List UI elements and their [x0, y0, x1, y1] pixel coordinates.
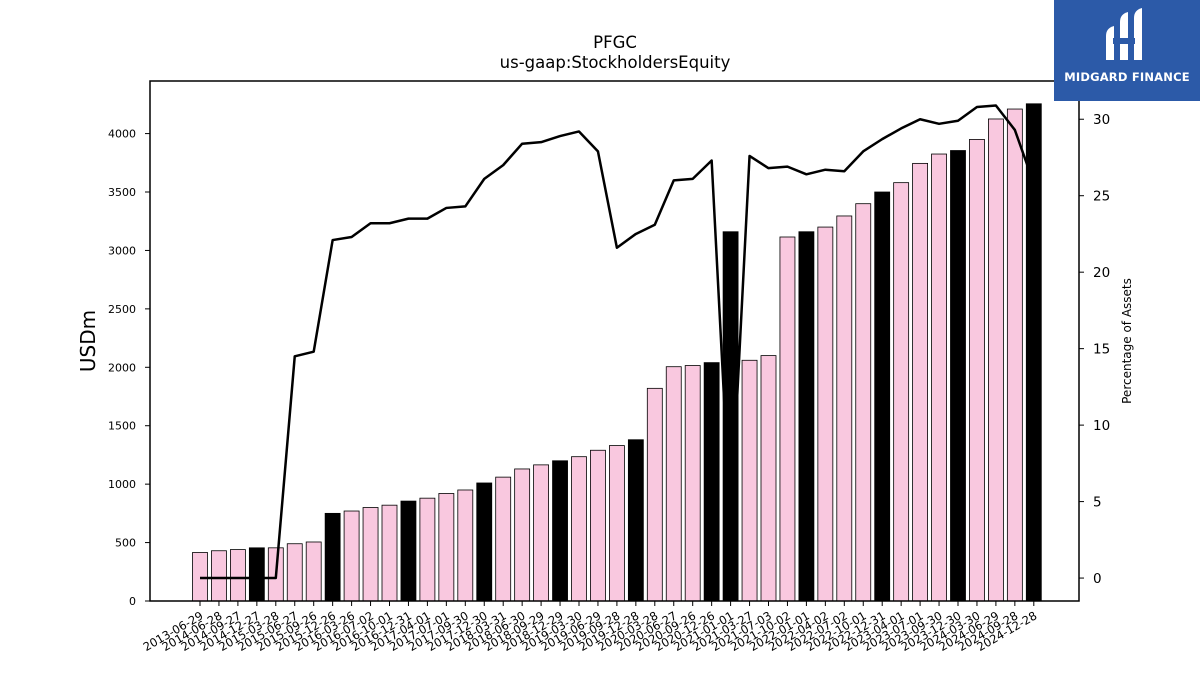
bar	[495, 476, 512, 602]
y-tick-label: 2000	[108, 361, 136, 374]
bar	[760, 355, 777, 602]
bar	[343, 510, 360, 602]
bar	[1006, 108, 1023, 602]
bar	[684, 365, 701, 602]
y-tick-label: 0	[129, 595, 136, 608]
bar	[438, 493, 455, 602]
y2-tick-label: 25	[1093, 189, 1110, 205]
bar	[1025, 103, 1042, 602]
brand-logo: MIDGARD FINANCE	[1054, 0, 1200, 101]
bar	[381, 504, 398, 602]
bar	[950, 150, 966, 602]
bar	[476, 482, 493, 602]
bar	[400, 500, 417, 602]
bar	[665, 366, 682, 602]
chart-subtitle: us-gaap:StockholdersEquity	[500, 53, 731, 72]
bar	[362, 507, 379, 602]
bar	[533, 464, 549, 602]
y-axis-label: USDm	[76, 310, 100, 372]
bar	[590, 449, 606, 602]
y-tick-label: 4000	[108, 128, 136, 141]
bar	[931, 153, 947, 602]
y2-axis-label: Percentage of Assets	[1120, 278, 1134, 404]
chart-title: PFGC	[593, 33, 637, 52]
bar	[571, 456, 587, 602]
line-layer	[200, 104, 1035, 580]
bar	[248, 547, 265, 602]
bar	[609, 445, 625, 602]
bar	[211, 550, 227, 602]
y-tick-label: 3500	[108, 186, 136, 199]
bar	[324, 512, 341, 602]
bar	[855, 203, 872, 602]
y-tick-label: 2500	[108, 303, 136, 316]
series-line	[200, 104, 1035, 580]
y-tick-label: 3000	[108, 244, 136, 257]
bar	[229, 549, 246, 602]
bar	[552, 460, 568, 602]
brand-name: MIDGARD FINANCE	[1064, 70, 1190, 84]
bar	[893, 182, 910, 602]
bar	[419, 497, 436, 602]
bar	[798, 231, 815, 602]
x-axis: 2013-06-292014-06-282014-09-272014-12-27…	[141, 601, 1039, 654]
bar	[192, 552, 208, 602]
bar	[305, 541, 322, 602]
y-tick-label: 1000	[108, 478, 136, 491]
plot-frame	[149, 80, 1080, 602]
bar	[817, 226, 834, 602]
bar	[969, 139, 985, 602]
bar	[703, 362, 720, 602]
bar	[741, 359, 758, 602]
bar	[836, 215, 853, 602]
y2-tick-label: 0	[1093, 571, 1102, 587]
y-axis-right: 0 5 10 15 20 25 30	[1079, 112, 1110, 587]
y2-tick-label: 20	[1093, 265, 1110, 281]
bar	[779, 236, 796, 602]
bars-group	[192, 103, 1042, 602]
bar	[457, 489, 474, 602]
y-axis-left: 0 500 1000 1500 2000 2500 3000 3500 4000	[108, 128, 150, 608]
y2-tick-label: 10	[1093, 418, 1110, 434]
y2-tick-label: 30	[1093, 112, 1110, 128]
bar	[912, 162, 928, 602]
bar	[514, 468, 531, 602]
y-tick-label: 500	[115, 537, 136, 550]
logo-mark-icon	[1106, 8, 1142, 60]
bar	[874, 191, 891, 602]
y2-tick-label: 15	[1093, 342, 1110, 358]
bar	[988, 118, 1004, 602]
y2-tick-label: 5	[1093, 495, 1102, 511]
bar	[627, 439, 644, 602]
bar	[646, 387, 663, 602]
bar	[286, 543, 303, 602]
y-tick-label: 1500	[108, 420, 136, 433]
